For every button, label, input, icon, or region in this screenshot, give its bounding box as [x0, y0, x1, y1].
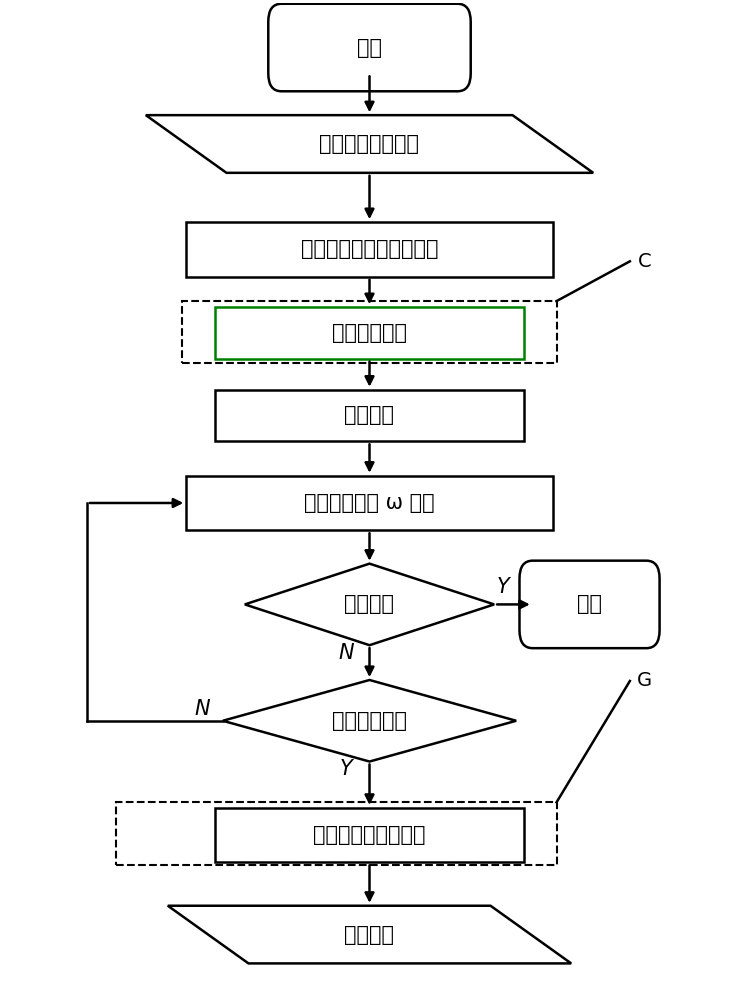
Text: Y: Y: [340, 759, 353, 779]
Text: Y: Y: [497, 577, 509, 597]
Bar: [117, 802, 556, 865]
Bar: [216, 808, 523, 862]
Text: 放置车轮: 放置车轮: [344, 405, 395, 425]
Polygon shape: [245, 564, 494, 645]
Text: 离散单元自重压实及备份: 离散单元自重压实及备份: [301, 239, 438, 259]
Bar: [183, 301, 556, 363]
Text: 读入离散单元信息: 读入离散单元信息: [319, 134, 420, 154]
Text: 满足更替条件: 满足更替条件: [332, 711, 407, 731]
FancyBboxPatch shape: [268, 4, 471, 91]
Text: 组成初始路面: 组成初始路面: [332, 323, 407, 343]
Text: 车轮以角速度 ω 行驶: 车轮以角速度 ω 行驶: [304, 493, 435, 513]
Polygon shape: [223, 680, 516, 762]
Bar: [216, 307, 523, 359]
Bar: [216, 390, 523, 441]
FancyBboxPatch shape: [520, 561, 660, 648]
Text: 开始: 开始: [357, 38, 382, 58]
Text: 执行离散元路面更替: 执行离散元路面更替: [313, 825, 426, 845]
Text: G: G: [637, 671, 652, 690]
Polygon shape: [146, 115, 593, 173]
Text: 结束条件: 结束条件: [344, 594, 395, 614]
Bar: [186, 476, 553, 530]
Text: C: C: [638, 252, 651, 271]
Bar: [186, 222, 553, 277]
Text: 结束: 结束: [577, 594, 602, 614]
Text: 输出结果: 输出结果: [344, 925, 395, 945]
Text: N: N: [194, 699, 210, 719]
Text: N: N: [338, 643, 354, 663]
Polygon shape: [168, 906, 571, 963]
